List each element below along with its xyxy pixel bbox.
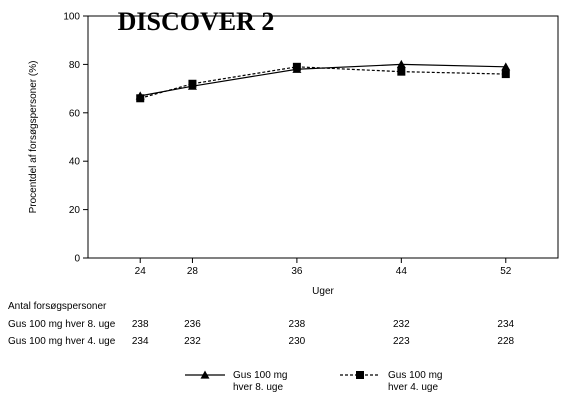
data-point	[188, 79, 197, 88]
legend-label: hver 8. uge	[233, 382, 283, 393]
y-axis-label: Procentdel af forsøgspersoner (%)	[28, 61, 39, 214]
y-ticks: 0 20 40 60 80 100	[63, 12, 88, 265]
legend-label: hver 4. uge	[388, 382, 438, 393]
at-risk-value: 234	[497, 319, 514, 330]
data-point	[396, 59, 406, 68]
at-risk-value: 232	[393, 319, 410, 330]
at-risk-value: 238	[289, 319, 306, 330]
legend-marker	[356, 371, 364, 379]
data-point	[136, 94, 145, 103]
at-risk-row-label: Gus 100 mg hver 4. uge	[8, 336, 116, 347]
series-layer	[135, 59, 511, 103]
y-tick-label: 0	[74, 254, 80, 265]
legend-label: Gus 100 mg	[388, 370, 442, 381]
at-risk-value: 236	[184, 319, 201, 330]
at-risk-value: 228	[497, 336, 514, 347]
at-risk-value: 238	[132, 319, 149, 330]
legend-marker	[200, 370, 210, 379]
data-point	[501, 70, 510, 79]
plot-frame	[87, 15, 559, 259]
x-tick-label: 52	[500, 266, 512, 277]
y-tick-label: 60	[69, 108, 81, 119]
x-tick-label: 36	[291, 266, 303, 277]
axes	[87, 15, 559, 259]
at-risk-value: 234	[132, 336, 149, 347]
data-point	[397, 67, 406, 76]
at-risk-value: 230	[289, 336, 306, 347]
y-tick-label: 80	[69, 60, 81, 71]
data-point	[501, 62, 511, 71]
at-risk-value: 232	[184, 336, 201, 347]
data-point	[292, 62, 301, 71]
y-tick-label: 20	[69, 205, 81, 216]
x-ticks: 24 28 36 44 52	[135, 258, 512, 277]
x-tick-label: 44	[396, 266, 408, 277]
x-tick-label: 24	[135, 266, 147, 277]
series-2	[136, 62, 510, 103]
at-risk-value: 223	[393, 336, 410, 347]
y-tick-label: 100	[63, 12, 80, 23]
y-tick-label: 40	[69, 157, 81, 168]
at-risk-table: Gus 100 mg hver 8. uge 238 236 238 232 234 Gus…	[8, 319, 515, 347]
at-risk-row-label: Gus 100 mg hver 8. uge	[8, 319, 116, 330]
x-tick-label: 28	[187, 266, 199, 277]
legend-label: Gus 100 mg	[233, 370, 287, 381]
at-risk-header: Antal forsøgspersoner	[8, 301, 107, 312]
chart-title: DISCOVER 2	[118, 7, 275, 36]
series-1	[135, 59, 511, 100]
x-axis-label: Uger	[312, 286, 334, 297]
